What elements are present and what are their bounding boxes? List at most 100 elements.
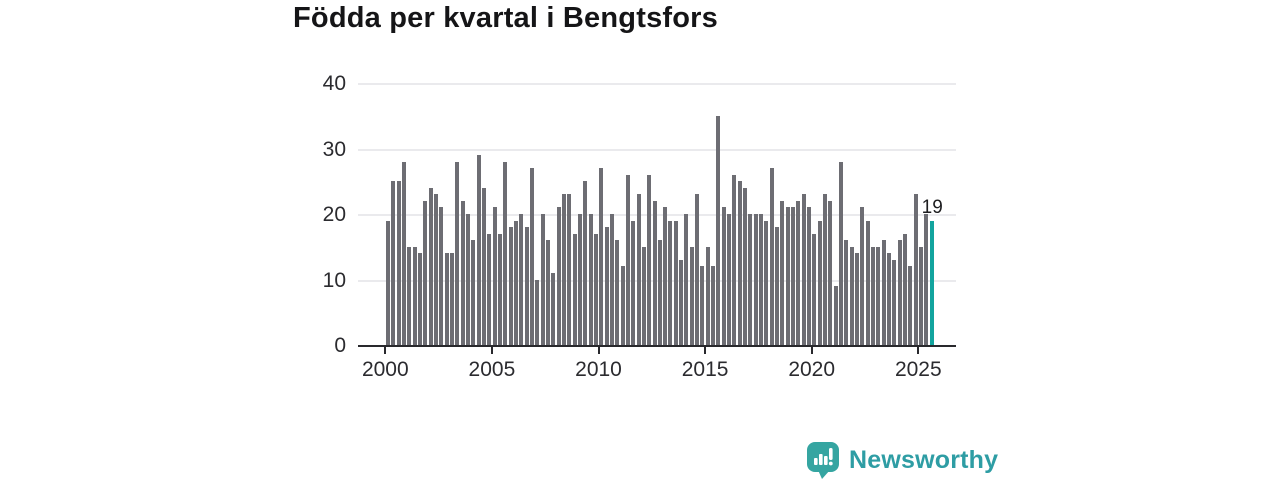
highlighted-bar xyxy=(929,220,934,345)
bar xyxy=(903,233,907,345)
bar xyxy=(540,214,545,345)
y-tick-label-10: 10 xyxy=(322,268,346,292)
bar xyxy=(481,187,486,345)
x-tick-label-2010: 2010 xyxy=(575,358,622,381)
x-tick-label-2000: 2000 xyxy=(361,358,409,381)
bar xyxy=(828,200,833,345)
bar xyxy=(599,168,604,345)
x-tick-2015 xyxy=(704,347,707,354)
bar xyxy=(737,181,742,345)
gridline-20 xyxy=(358,214,956,216)
newsworthy-logo: Newsworthy xyxy=(806,441,998,480)
bar xyxy=(860,207,865,345)
bar xyxy=(753,214,758,345)
bar xyxy=(551,272,556,345)
bar xyxy=(657,240,662,345)
bar xyxy=(679,259,684,345)
bar xyxy=(396,181,401,345)
bar xyxy=(519,214,524,345)
bar xyxy=(913,194,918,345)
chart-title: Födda per kvartal i Bengtsfors xyxy=(293,2,718,34)
bar xyxy=(604,227,609,345)
bar xyxy=(711,266,716,345)
bar xyxy=(881,240,886,345)
bar xyxy=(545,240,550,345)
bar xyxy=(743,187,748,345)
bar xyxy=(695,194,700,345)
bar xyxy=(785,207,790,345)
bar xyxy=(593,233,598,345)
y-tick-label-30: 30 xyxy=(322,137,346,161)
bar xyxy=(577,214,582,345)
bar xyxy=(673,220,678,345)
bar xyxy=(780,200,785,345)
bar xyxy=(631,220,636,345)
plot-area: 19 xyxy=(358,83,956,354)
bar xyxy=(876,246,881,345)
bar xyxy=(727,214,732,345)
bar xyxy=(791,207,796,345)
bar xyxy=(588,214,593,345)
bar xyxy=(716,115,721,345)
bar xyxy=(764,220,769,345)
y-tick-label-20: 20 xyxy=(322,203,346,226)
bar xyxy=(647,174,652,345)
bar xyxy=(641,246,646,345)
last-bar-value-label: 19 xyxy=(921,196,943,218)
x-tick-label-2020: 2020 xyxy=(788,358,836,381)
bar xyxy=(497,233,502,345)
bar xyxy=(668,220,673,345)
bar xyxy=(471,240,476,345)
bar xyxy=(439,207,444,345)
bar xyxy=(535,279,540,345)
bar xyxy=(775,227,780,345)
bar xyxy=(572,233,577,345)
bar xyxy=(476,155,481,345)
bar xyxy=(892,259,897,345)
bar xyxy=(508,227,513,345)
bar xyxy=(567,194,572,345)
bar xyxy=(391,181,396,345)
bar xyxy=(801,194,806,345)
bar xyxy=(492,207,497,345)
bar xyxy=(529,168,534,345)
bar xyxy=(503,161,508,345)
bar xyxy=(732,174,737,345)
bar xyxy=(812,233,817,345)
bar xyxy=(428,187,433,345)
bar xyxy=(705,246,710,345)
bar xyxy=(609,214,614,345)
bar xyxy=(897,240,902,345)
bar xyxy=(455,161,460,345)
bar xyxy=(833,286,838,345)
x-tick-2025 xyxy=(917,347,920,354)
x-tick-2020 xyxy=(810,347,813,354)
x-tick-2005 xyxy=(490,347,493,354)
bar xyxy=(849,246,854,345)
x-axis-line xyxy=(358,345,956,347)
bar xyxy=(865,220,870,345)
bar xyxy=(556,207,561,345)
x-tick-label-2025: 2025 xyxy=(894,358,942,381)
bar xyxy=(620,266,625,345)
bar xyxy=(807,207,812,345)
bar xyxy=(700,266,705,345)
y-tick-label-40: 40 xyxy=(322,72,346,95)
bar xyxy=(401,161,406,345)
bar xyxy=(513,220,518,345)
bar xyxy=(769,168,774,345)
bar xyxy=(908,266,913,345)
bar xyxy=(412,246,417,345)
bar xyxy=(796,200,801,345)
bar xyxy=(407,246,412,345)
bar xyxy=(919,246,923,345)
bar xyxy=(817,220,822,345)
bar xyxy=(433,194,438,345)
bar xyxy=(449,253,454,345)
x-tick-2000 xyxy=(384,347,387,354)
bar xyxy=(748,214,753,345)
bar xyxy=(444,253,449,345)
bar xyxy=(823,194,828,345)
bar xyxy=(663,207,668,345)
bar xyxy=(487,233,492,345)
